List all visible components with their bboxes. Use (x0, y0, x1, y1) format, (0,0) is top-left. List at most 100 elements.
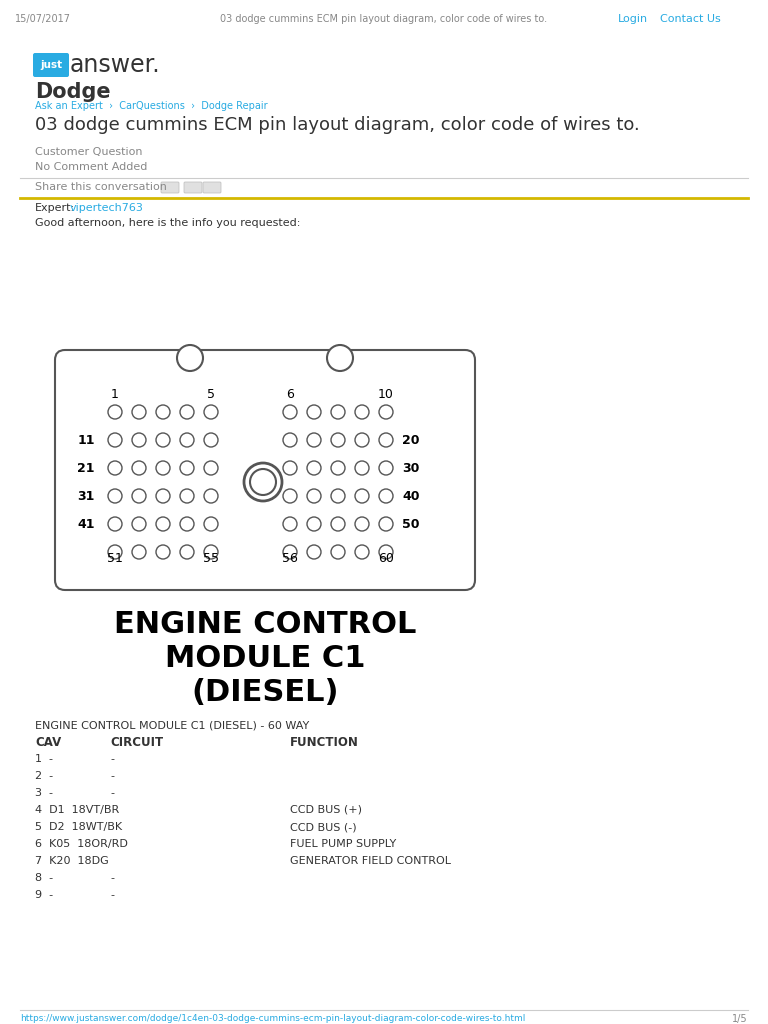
Text: Good afternoon, here is the info you requested:: Good afternoon, here is the info you req… (35, 218, 300, 228)
Text: FUNCTION: FUNCTION (290, 736, 359, 749)
Circle shape (307, 461, 321, 475)
Circle shape (204, 517, 218, 531)
Circle shape (204, 406, 218, 419)
Text: 03 dodge cummins ECM pin layout diagram, color code of wires to.: 03 dodge cummins ECM pin layout diagram,… (35, 116, 640, 134)
Circle shape (132, 433, 146, 447)
Text: Ask an Expert  ›  CarQuestions  ›  Dodge Repair: Ask an Expert › CarQuestions › Dodge Rep… (35, 101, 267, 111)
Circle shape (283, 461, 297, 475)
FancyBboxPatch shape (55, 350, 475, 590)
Circle shape (108, 461, 122, 475)
Text: CCD BUS (+): CCD BUS (+) (290, 805, 362, 815)
Circle shape (180, 545, 194, 559)
Circle shape (379, 517, 393, 531)
Circle shape (156, 489, 170, 503)
Text: (DIESEL): (DIESEL) (191, 678, 339, 707)
Text: vipertech763: vipertech763 (70, 203, 144, 213)
Text: 55: 55 (203, 552, 219, 564)
Text: Expert:: Expert: (35, 203, 75, 213)
Text: 1: 1 (111, 387, 119, 400)
Circle shape (307, 406, 321, 419)
Text: 50: 50 (402, 517, 419, 530)
Circle shape (108, 433, 122, 447)
Circle shape (283, 433, 297, 447)
Text: -: - (110, 788, 114, 798)
Circle shape (156, 545, 170, 559)
Circle shape (132, 406, 146, 419)
Text: 11: 11 (78, 433, 95, 446)
Text: 20: 20 (402, 433, 419, 446)
Text: 51: 51 (107, 552, 123, 564)
Text: 8  -: 8 - (35, 873, 53, 883)
Text: Dodge: Dodge (35, 82, 111, 102)
Text: 30: 30 (402, 462, 419, 474)
Text: -: - (110, 890, 114, 900)
Circle shape (204, 545, 218, 559)
Circle shape (156, 406, 170, 419)
Circle shape (331, 433, 345, 447)
Text: ENGINE CONTROL MODULE C1 (DIESEL) - 60 WAY: ENGINE CONTROL MODULE C1 (DIESEL) - 60 W… (35, 720, 310, 730)
Text: MODULE C1: MODULE C1 (165, 644, 366, 673)
Text: 4  D1  18VT/BR: 4 D1 18VT/BR (35, 805, 119, 815)
Text: 6: 6 (286, 387, 294, 400)
Circle shape (307, 489, 321, 503)
Text: just: just (40, 60, 62, 70)
Circle shape (156, 461, 170, 475)
Circle shape (307, 433, 321, 447)
Text: CIRCUIT: CIRCUIT (110, 736, 163, 749)
Circle shape (355, 517, 369, 531)
Circle shape (379, 461, 393, 475)
Text: https://www.justanswer.com/dodge/1c4en-03-dodge-cummins-ecm-pin-layout-diagram-c: https://www.justanswer.com/dodge/1c4en-0… (20, 1014, 525, 1023)
Text: -: - (110, 873, 114, 883)
Text: 1  -: 1 - (35, 754, 53, 764)
Circle shape (132, 461, 146, 475)
Circle shape (283, 406, 297, 419)
Text: 41: 41 (78, 517, 95, 530)
Text: ENGINE CONTROL: ENGINE CONTROL (114, 610, 416, 639)
Circle shape (331, 545, 345, 559)
Text: No Comment Added: No Comment Added (35, 162, 147, 172)
Circle shape (327, 345, 353, 371)
Circle shape (307, 517, 321, 531)
Circle shape (156, 433, 170, 447)
Circle shape (283, 517, 297, 531)
Circle shape (331, 489, 345, 503)
Circle shape (180, 517, 194, 531)
Text: 56: 56 (282, 552, 298, 564)
Circle shape (132, 517, 146, 531)
FancyBboxPatch shape (184, 182, 202, 193)
Text: 10: 10 (378, 387, 394, 400)
Text: 2  -: 2 - (35, 771, 53, 781)
Circle shape (204, 461, 218, 475)
Text: CAV: CAV (35, 736, 61, 749)
Circle shape (331, 461, 345, 475)
Circle shape (180, 433, 194, 447)
Circle shape (156, 517, 170, 531)
Text: 7  K20  18DG: 7 K20 18DG (35, 856, 109, 866)
Circle shape (177, 345, 203, 371)
Circle shape (331, 406, 345, 419)
Text: 5: 5 (207, 387, 215, 400)
Circle shape (355, 406, 369, 419)
Text: 5  D2  18WT/BK: 5 D2 18WT/BK (35, 822, 122, 831)
Circle shape (108, 406, 122, 419)
Text: CCD BUS (-): CCD BUS (-) (290, 822, 356, 831)
FancyBboxPatch shape (33, 53, 69, 77)
Circle shape (180, 489, 194, 503)
Circle shape (355, 461, 369, 475)
Circle shape (108, 489, 122, 503)
Text: FUEL PUMP SUPPLY: FUEL PUMP SUPPLY (290, 839, 396, 849)
Circle shape (180, 406, 194, 419)
Text: 6  K05  18OR/RD: 6 K05 18OR/RD (35, 839, 128, 849)
Text: 60: 60 (378, 552, 394, 564)
Circle shape (132, 489, 146, 503)
Text: 21: 21 (78, 462, 95, 474)
Text: 03 dodge cummins ECM pin layout diagram, color code of wires to.: 03 dodge cummins ECM pin layout diagram,… (220, 14, 548, 24)
Text: Share this conversation: Share this conversation (35, 182, 167, 193)
Text: 3  -: 3 - (35, 788, 53, 798)
Text: 1/5: 1/5 (733, 1014, 748, 1024)
Text: GENERATOR FIELD CONTROL: GENERATOR FIELD CONTROL (290, 856, 451, 866)
Text: Login: Login (618, 14, 648, 24)
Text: 9  -: 9 - (35, 890, 53, 900)
FancyBboxPatch shape (161, 182, 179, 193)
Circle shape (283, 545, 297, 559)
